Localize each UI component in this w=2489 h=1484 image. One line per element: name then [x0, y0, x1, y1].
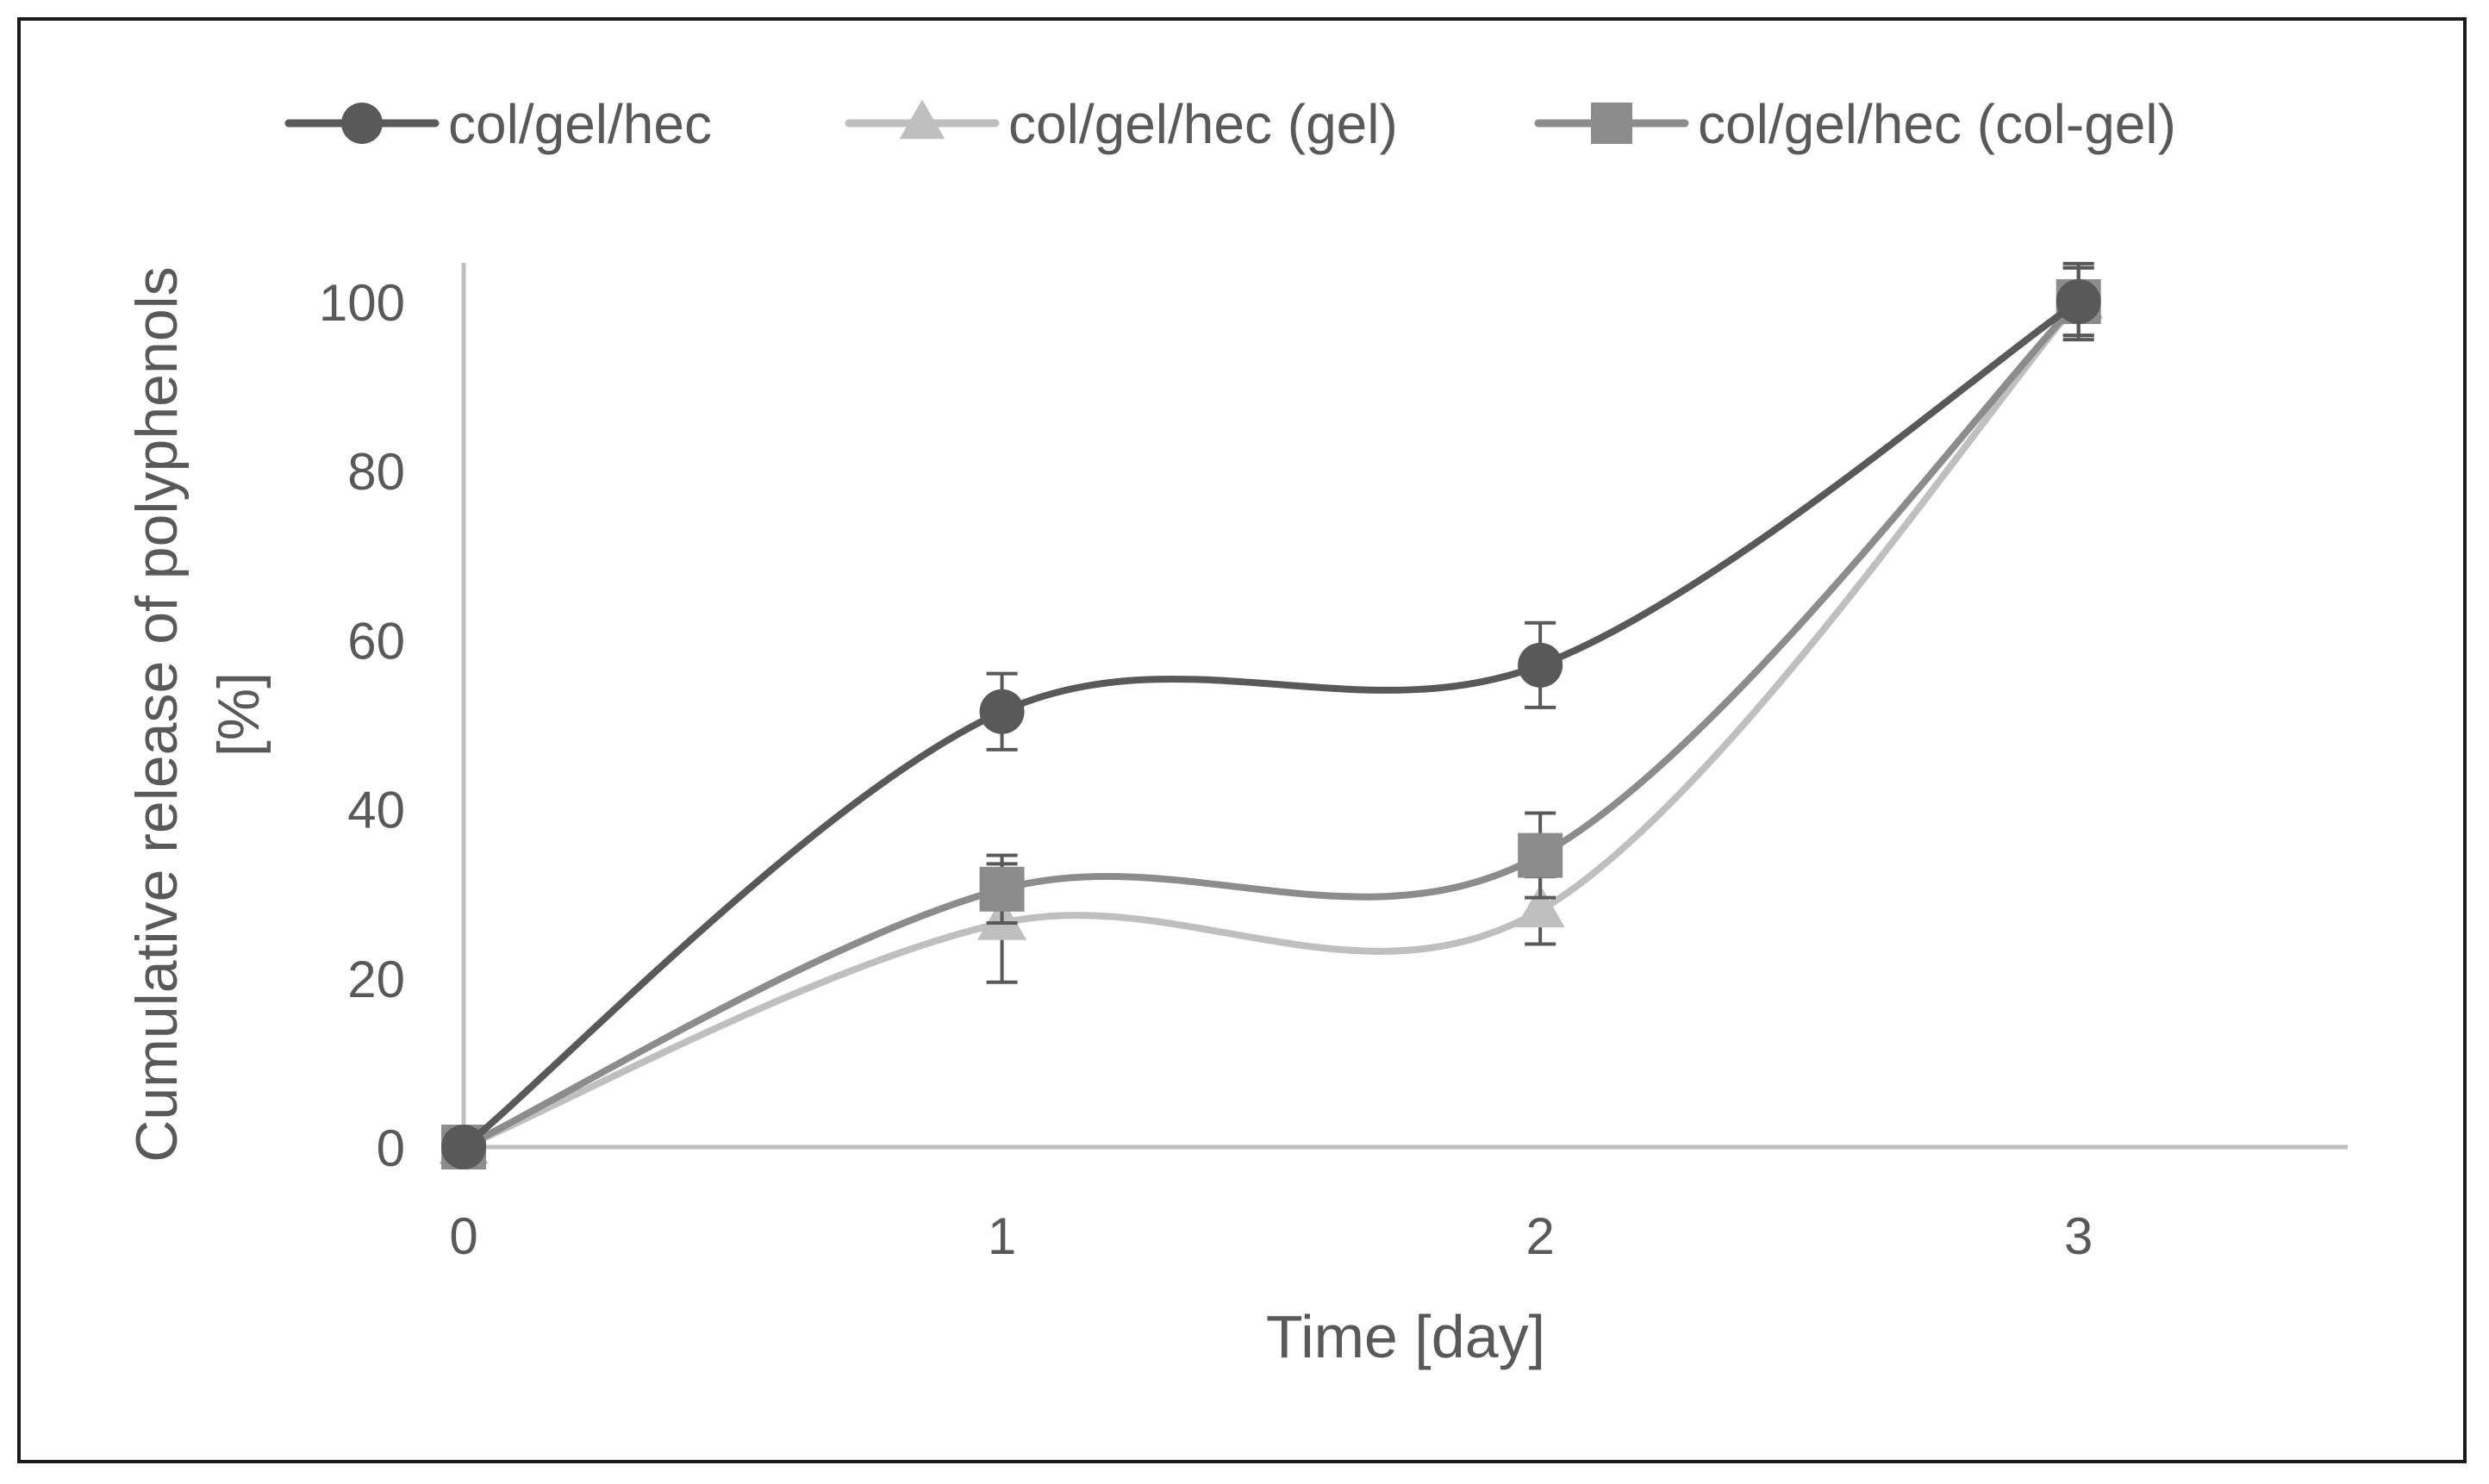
y-tick-label: 40	[347, 782, 405, 839]
x-axis-title: Time [day]	[1266, 1303, 1545, 1370]
legend-label: col/gel/hec (gel)	[1008, 93, 1398, 155]
x-tick-label: 1	[988, 1207, 1016, 1265]
y-axis-title: Cumulative release of polyphenols [%]	[124, 266, 271, 1163]
series-line	[460, 298, 2082, 1150]
legend-item: col/gel/hec (col-gel)	[1534, 93, 2176, 155]
series-line	[460, 298, 2082, 1150]
legend-label: col/gel/hec (col-gel)	[1698, 93, 2176, 155]
series-2	[441, 265, 2101, 1169]
data-point	[979, 866, 1025, 912]
legend: col/gel/hec col/gel/hec (gel) col/gel/hec …	[284, 93, 2176, 155]
legend-marker	[1591, 103, 1632, 144]
legend-item: col/gel/hec	[284, 93, 712, 155]
y-axis-title-line: [%]	[206, 672, 271, 757]
x-tick-label: 3	[2064, 1207, 2093, 1265]
legend-marker	[341, 103, 383, 144]
data-point	[1515, 884, 1565, 928]
chart-frame	[17, 17, 2467, 1463]
legend-marker	[899, 99, 945, 140]
series-line	[460, 298, 2082, 1150]
data-point	[441, 1125, 486, 1169]
y-tick-label: 100	[319, 274, 405, 332]
legend-item: col/gel/hec (gel)	[845, 93, 1398, 155]
legend-label: col/gel/hec	[448, 93, 712, 155]
data-point	[979, 689, 1025, 734]
data-point	[1518, 832, 1563, 878]
x-tick-label: 2	[1525, 1207, 1554, 1265]
data-point	[1518, 642, 1563, 688]
y-tick-label: 80	[347, 443, 405, 501]
data-point	[2055, 279, 2101, 324]
x-tick-label: 0	[449, 1207, 477, 1265]
y-axis-title-line: Cumulative release of polyphenols	[124, 266, 190, 1163]
series-0	[441, 261, 2101, 1169]
y-tick-label: 20	[347, 951, 405, 1008]
y-tick-label: 60	[347, 612, 405, 670]
y-tick-label: 0	[377, 1119, 405, 1177]
